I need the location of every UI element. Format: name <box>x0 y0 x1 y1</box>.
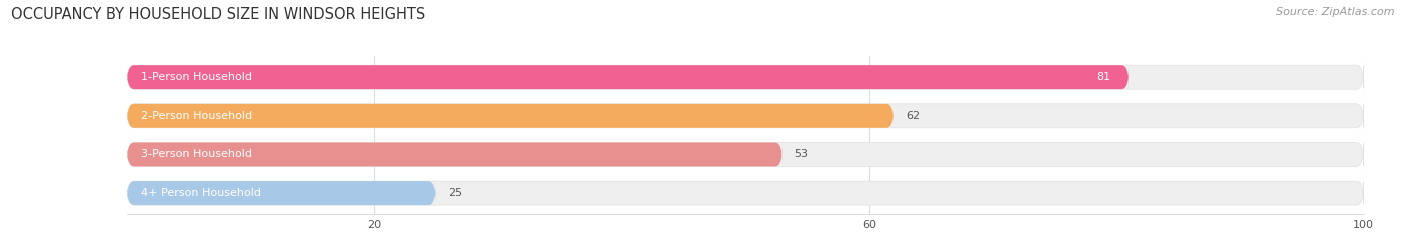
Text: 25: 25 <box>449 188 463 198</box>
FancyBboxPatch shape <box>127 104 894 128</box>
FancyBboxPatch shape <box>127 65 1129 89</box>
FancyBboxPatch shape <box>127 143 782 166</box>
Text: 81: 81 <box>1097 72 1111 82</box>
FancyBboxPatch shape <box>127 104 1364 128</box>
Text: 1-Person Household: 1-Person Household <box>142 72 253 82</box>
Text: 2-Person Household: 2-Person Household <box>142 111 253 121</box>
Text: OCCUPANCY BY HOUSEHOLD SIZE IN WINDSOR HEIGHTS: OCCUPANCY BY HOUSEHOLD SIZE IN WINDSOR H… <box>11 7 426 22</box>
FancyBboxPatch shape <box>127 181 1364 205</box>
FancyBboxPatch shape <box>127 181 436 205</box>
Text: 62: 62 <box>905 111 920 121</box>
Text: 3-Person Household: 3-Person Household <box>142 149 253 159</box>
FancyBboxPatch shape <box>127 143 1364 166</box>
FancyBboxPatch shape <box>127 65 1364 89</box>
Text: 4+ Person Household: 4+ Person Household <box>142 188 262 198</box>
Text: 53: 53 <box>794 149 808 159</box>
Text: Source: ZipAtlas.com: Source: ZipAtlas.com <box>1277 7 1395 17</box>
